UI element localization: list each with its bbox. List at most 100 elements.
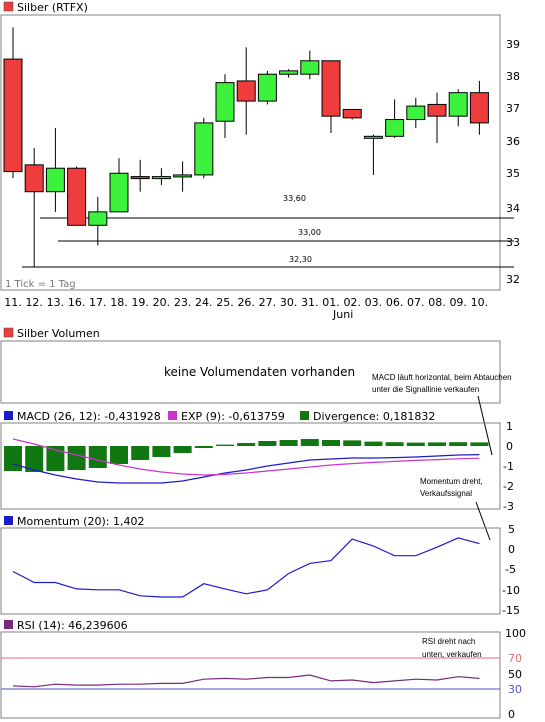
divergence-legend-swatch: [300, 411, 309, 420]
divergence-bar: [46, 446, 65, 471]
divergence-bar: [470, 442, 489, 446]
divergence-bar: [258, 441, 277, 446]
divergence-bar: [343, 440, 362, 446]
date-tick: 07.: [407, 296, 425, 309]
candle-body: [24, 164, 44, 193]
macd-annotation-line-1: Momentum dreht,: [420, 477, 483, 486]
date-tick: 16.: [68, 296, 86, 309]
divergence-bar: [237, 443, 256, 446]
momentum-y-tick: -10: [502, 584, 520, 597]
date-tick: 13.: [47, 296, 65, 309]
divergence-legend: Divergence: 0,181832: [313, 410, 435, 423]
macd-y-tick: -1: [503, 460, 514, 473]
divergence-bar: [216, 444, 234, 446]
date-tick: 30.: [280, 296, 298, 309]
momentum-panel: Momentum (20): 1,402 5 0 -5 -10 -15: [0, 515, 520, 617]
candle-body: [109, 172, 129, 213]
divergence-bar: [110, 446, 128, 464]
candle-body: [469, 92, 489, 124]
momentum-plot-frame: [0, 527, 501, 615]
date-tick: 11.: [4, 296, 22, 309]
candle-body: [67, 167, 87, 226]
candle-body: [279, 70, 299, 75]
divergence-bar: [67, 446, 86, 470]
level-label-33-00: 33,00: [298, 228, 321, 237]
level-label-33-60: 33,60: [283, 194, 306, 203]
tick-note: 1 Tick = 1 Tag: [5, 279, 76, 290]
volume-legend-swatch: [3, 327, 14, 338]
candles: [3, 27, 489, 268]
macd-y-tick: 1: [506, 420, 513, 433]
date-tick: 02.: [343, 296, 361, 309]
date-tick: 09.: [449, 296, 467, 309]
candle-body: [363, 135, 383, 139]
divergence-bar: [449, 442, 468, 446]
divergence-bar: [25, 446, 44, 472]
date-tick: 12.: [25, 296, 43, 309]
date-tick: 23.: [174, 296, 192, 309]
candle-body: [3, 58, 23, 173]
exp-legend: EXP (9): -0,613759: [181, 410, 285, 423]
candle-body: [257, 73, 277, 102]
divergence-bar: [194, 446, 213, 448]
annotation-arrow-macd: [477, 395, 493, 456]
price-y-tick: 39: [506, 38, 520, 51]
momentum-legend-swatch: [4, 516, 13, 525]
macd-legend: MACD (26, 12): -0,431928: [17, 410, 161, 423]
momentum-line: [12, 537, 480, 598]
price-y-tick: 32: [506, 273, 520, 286]
annotation-arrow-momentum: [475, 501, 491, 541]
candle-body: [427, 103, 447, 117]
divergence-bars: [4, 439, 489, 472]
candle-body: [173, 174, 193, 178]
date-tick: 25.: [216, 296, 234, 309]
price-y-tick: 37: [506, 102, 520, 115]
candle-body: [406, 105, 426, 121]
rsi-y-tick: 50: [508, 668, 522, 681]
price-y-tick: 36: [506, 135, 520, 148]
signal-line: [12, 438, 480, 476]
no-volume-message: keine Volumendaten vorhanden: [164, 365, 355, 379]
date-tick: 24.: [195, 296, 213, 309]
exp-legend-swatch: [168, 411, 177, 420]
price-y-tick: 34: [506, 202, 520, 215]
rsi-y-tick: 70: [508, 652, 522, 665]
rsi-line: [12, 674, 480, 688]
candle-body: [342, 108, 362, 119]
macd-legend-swatch: [4, 411, 13, 420]
date-tick: 31.: [301, 296, 319, 309]
price-y-axis: 39 38 37 36 35 34 33 32: [506, 38, 520, 286]
candle-body: [151, 176, 171, 180]
date-tick: 26.: [237, 296, 255, 309]
date-tick: 20.: [153, 296, 171, 309]
date-tick: 27.: [259, 296, 277, 309]
date-tick: 03.: [365, 296, 383, 309]
rsi-annotation-line-2: unten, verkaufen: [422, 650, 482, 659]
date-tick: 19.: [131, 296, 149, 309]
macd-y-axis: 1 0 -1 -2 -3: [503, 420, 514, 513]
price-panel: Silber (RTFX) 33,60 33,00 32,30 1 Tick =…: [0, 1, 520, 321]
macd-line: [12, 454, 480, 484]
price-y-tick: 33: [506, 236, 520, 249]
macd-y-tick: -3: [503, 500, 514, 513]
rsi-panel: RSI (14): 46,239606 RSI dreht nach unten…: [0, 619, 526, 721]
candle-body: [88, 211, 108, 226]
rsi-legend-swatch: [4, 620, 13, 629]
divergence-bar: [385, 442, 404, 446]
macd-plot-frame: [0, 422, 501, 510]
divergence-bar: [406, 442, 425, 446]
divergence-bar: [4, 446, 22, 471]
date-tick: 10.: [471, 296, 489, 309]
divergence-bar: [364, 441, 383, 446]
macd-y-tick: -2: [503, 480, 514, 493]
divergence-bar: [300, 439, 319, 446]
volume-plot-frame: [0, 340, 501, 404]
divergence-bar: [131, 446, 150, 460]
date-tick: 06.: [386, 296, 404, 309]
price-legend: Silber (RTFX): [17, 1, 88, 14]
momentum-y-axis: 5 0 -5 -10 -15: [502, 523, 520, 617]
candle-body: [130, 176, 150, 180]
volume-panel: Silber Volumen keine Volumendaten vorhan…: [0, 327, 512, 456]
candle-body: [236, 80, 256, 102]
